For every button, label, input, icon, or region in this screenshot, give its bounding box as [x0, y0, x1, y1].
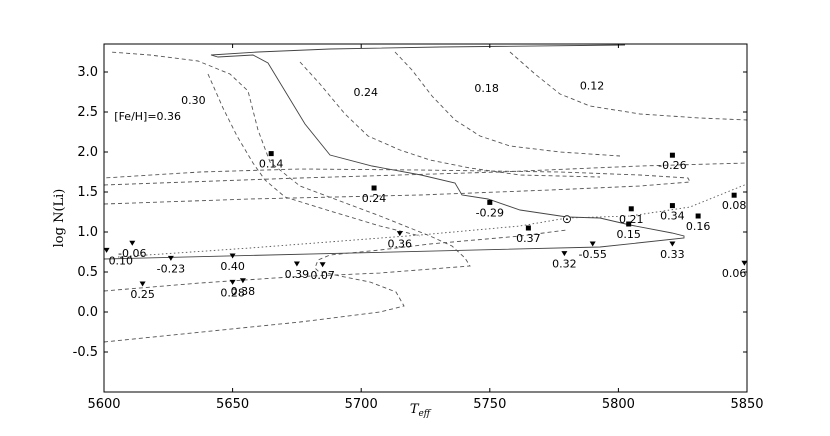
track-dashed-1 — [103, 229, 568, 343]
point-label: 0.07 — [310, 269, 335, 282]
triangle-marker — [167, 255, 174, 261]
x-tick-label: 5700 — [345, 397, 378, 412]
x-tick-label: 5750 — [473, 397, 506, 412]
point-label: 0.08 — [722, 199, 747, 212]
curve-label: 0.12 — [580, 80, 605, 93]
triangle-marker — [741, 260, 748, 266]
x-tick-label: 5850 — [730, 397, 763, 412]
point-label: 0.36 — [388, 238, 413, 251]
y-tick-label: 3.0 — [77, 65, 98, 80]
curve-label: 0.24 — [353, 86, 378, 99]
track-dashed-3 — [103, 168, 691, 205]
point-label: -0.06 — [118, 247, 146, 260]
square-marker — [695, 213, 701, 219]
plot-area — [104, 44, 747, 392]
square-marker — [628, 206, 634, 212]
y-axis-label: log N(Li) — [52, 189, 67, 248]
track-dashed-6 — [299, 61, 601, 178]
triangle-marker — [139, 281, 146, 287]
x-axis-label: Teff — [410, 402, 432, 419]
point-label: -0.55 — [578, 248, 606, 261]
x-tick-label: 5600 — [87, 397, 120, 412]
point-label: 0.34 — [660, 210, 685, 223]
curve-label: [Fe/H]=0.36 — [114, 110, 181, 123]
point-label: 0.14 — [259, 158, 284, 171]
point-label: 0.06 — [722, 267, 747, 280]
point-label: 0.10 — [109, 254, 133, 267]
track-dashed-5 — [207, 73, 421, 237]
triangle-marker — [239, 278, 246, 284]
track-dashed-7 — [394, 51, 621, 157]
sun-symbol — [563, 215, 571, 224]
triangle-marker — [293, 261, 300, 267]
triangle-marker — [589, 241, 596, 247]
curve-label: 0.18 — [474, 82, 499, 95]
x-tick-label: 5650 — [216, 397, 249, 412]
triangle-marker — [103, 247, 110, 253]
y-tick-label: 1.5 — [77, 185, 98, 200]
point-label: 0.40 — [220, 260, 245, 273]
triangle-marker — [229, 279, 236, 285]
triangle-marker — [129, 240, 136, 246]
y-axis-ticks: 3.0 2.5 2.0 1.5 1.0 0.5 0.0 -0.5 — [73, 65, 747, 360]
point-label: 0.39 — [285, 268, 310, 281]
x-axis-ticks: 5600 5650 5700 5750 5800 5850 — [87, 44, 764, 412]
square-marker — [268, 151, 274, 157]
triangle-marker — [229, 253, 236, 259]
y-tick-label: 2.5 — [77, 105, 98, 120]
point-label: 0.21 — [619, 213, 644, 226]
triangle-marker — [396, 231, 403, 237]
square-marker — [669, 203, 675, 209]
point-label: 0.32 — [552, 258, 577, 271]
y-tick-label: 2.0 — [77, 145, 98, 160]
point-label: 0.37 — [516, 232, 541, 245]
axes-frame — [103, 43, 748, 393]
point-label: 0.38 — [231, 285, 256, 298]
point-label: 0.28 — [220, 286, 245, 299]
triangle-marker — [561, 251, 568, 257]
track-solid — [103, 44, 685, 260]
square-marker — [669, 152, 675, 158]
point-label: 0.33 — [660, 248, 685, 261]
square-marker — [371, 185, 377, 191]
evolutionary-tracks — [103, 44, 748, 343]
point-label: -0.29 — [476, 206, 504, 219]
y-tick-label: 0.0 — [77, 305, 98, 320]
square-marker — [731, 192, 737, 198]
track-dashed-2 — [103, 51, 471, 292]
square-marker — [626, 221, 632, 227]
curve-label: 0.30 — [181, 94, 206, 107]
y-tick-label: 0.5 — [77, 265, 98, 280]
x-tick-label: 5800 — [602, 397, 635, 412]
triangle-marker — [319, 262, 326, 268]
track-dotted — [117, 183, 748, 258]
point-label: 0.25 — [130, 288, 155, 301]
x-axis-label-subscript: eff — [418, 409, 431, 419]
point-label: 0.24 — [362, 192, 387, 205]
y-tick-label: -0.5 — [73, 345, 98, 360]
triangle-marker — [669, 241, 676, 247]
square-marker — [525, 225, 531, 231]
point-label: 0.15 — [616, 228, 641, 241]
y-tick-label: 1.0 — [77, 225, 98, 240]
point-label: -0.23 — [157, 262, 185, 275]
point-label: 0.16 — [686, 220, 711, 233]
point-label: -0.26 — [658, 159, 686, 172]
square-marker — [487, 199, 493, 205]
